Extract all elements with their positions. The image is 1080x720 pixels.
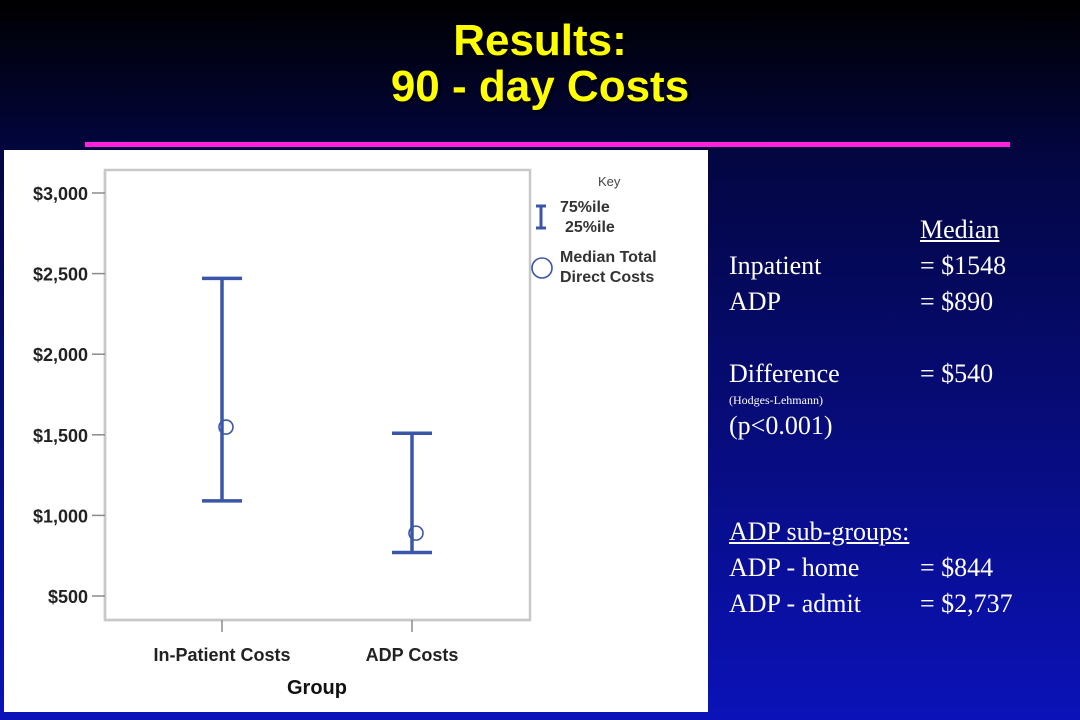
summary-panel: Median Inpatient = $1548 ADP = $890 Diff… <box>729 212 1074 622</box>
x-axis-title: Group <box>287 677 347 699</box>
y-tick-label: $3,000 <box>33 184 88 204</box>
legend-p75-label: 75%ile <box>560 199 610 216</box>
subgroup-row-admit: ADP - admit = $2,737 <box>729 586 1074 622</box>
legend-median-label-line1: Median Total <box>560 249 657 266</box>
y-axis: $500 $1,000 $1,500 $2,000 $2,500 $3,000 <box>33 184 105 607</box>
chart-legend: Key 75%ile 25%ile Median Total Direct Co… <box>531 174 657 286</box>
method-note: (Hodges-Lehmann) <box>729 393 823 407</box>
y-tick-label: $1,000 <box>33 506 88 526</box>
x-tick-label: ADP Costs <box>366 645 459 665</box>
subgroups-header: ADP sub-groups: <box>729 517 910 546</box>
summary-value: = $890 <box>920 287 994 316</box>
median-marker <box>408 525 424 541</box>
legend-p25-label: 25%ile <box>565 219 615 236</box>
subgroup-value: = $844 <box>920 553 994 582</box>
x-axis: In-Patient Costs ADP Costs <box>153 620 458 665</box>
y-tick-label: $1,500 <box>33 426 88 446</box>
y-tick-label: $2,500 <box>33 265 88 285</box>
cost-chart: $500 $1,000 $1,500 $2,000 $2,500 $3,000 In-Pa… <box>33 168 657 699</box>
subgroup-label: ADP - admit <box>729 589 861 618</box>
summary-value: = $540 <box>920 359 994 388</box>
summary-row-adp: ADP = $890 <box>729 284 1074 320</box>
title-divider <box>85 142 1010 147</box>
subgroup-row-home: ADP - home = $844 <box>729 550 1074 586</box>
summary-spacer <box>729 320 1074 356</box>
legend-title: Key <box>598 174 621 189</box>
legend-iqr-icon <box>536 204 546 230</box>
summary-value: = $1548 <box>920 251 1007 280</box>
plot-frame <box>103 168 532 622</box>
slide-title-line1: Results: <box>453 16 627 65</box>
chart-panel: $500 $1,000 $1,500 $2,000 $2,500 $3,000 In-Pa… <box>4 150 708 712</box>
summary-row-difference: Difference = $540 <box>729 356 1074 392</box>
y-tick-label: $500 <box>48 587 88 607</box>
subgroup-label: ADP - home <box>729 553 860 582</box>
legend-median-icon <box>531 257 553 279</box>
x-tick-label: In-Patient Costs <box>153 645 290 665</box>
legend-median-label-line2: Direct Costs <box>560 269 654 286</box>
summary-row-inpatient: Inpatient = $1548 <box>729 248 1074 284</box>
slide-title: Results: 90 - day Costs <box>240 18 840 110</box>
y-tick-label: $2,000 <box>33 345 88 365</box>
slide-title-line2: 90 - day Costs <box>390 62 690 111</box>
median-header: Median <box>920 215 1000 244</box>
subgroup-value: = $2,737 <box>920 589 1013 618</box>
median-marker <box>218 419 234 435</box>
median-header-row: Median <box>729 212 1074 248</box>
summary-label: ADP <box>729 287 782 316</box>
p-value: (p<0.001) <box>729 411 833 440</box>
chart-marks <box>202 276 432 555</box>
summary-gap <box>729 444 1074 514</box>
summary-label: Difference <box>729 359 840 388</box>
summary-label: Inpatient <box>729 251 822 280</box>
